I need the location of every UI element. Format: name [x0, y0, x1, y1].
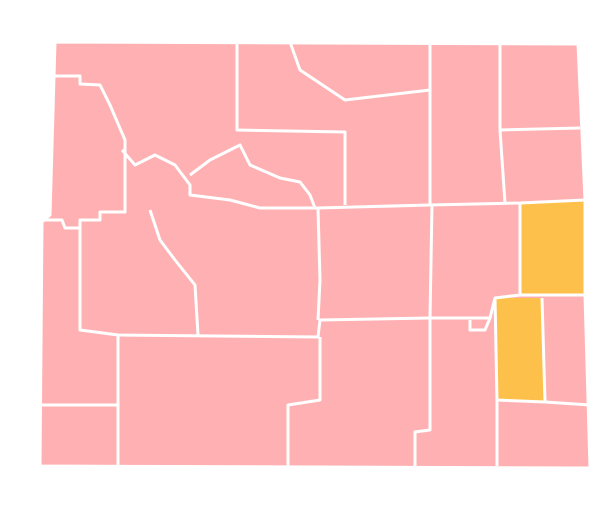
border [120, 149, 318, 210]
county-highlight [520, 200, 585, 295]
border [189, 143, 317, 209]
border [288, 41, 431, 102]
state-shape [40, 42, 590, 468]
border [286, 337, 322, 466]
county-highlight [495, 298, 545, 402]
border [540, 297, 547, 403]
border [42, 74, 127, 230]
county-borders [38, 40, 592, 470]
border [317, 198, 586, 210]
state-outline [38, 40, 592, 470]
border [499, 126, 581, 132]
border [235, 42, 347, 205]
border [413, 204, 434, 466]
border [316, 207, 322, 321]
border [148, 209, 200, 336]
